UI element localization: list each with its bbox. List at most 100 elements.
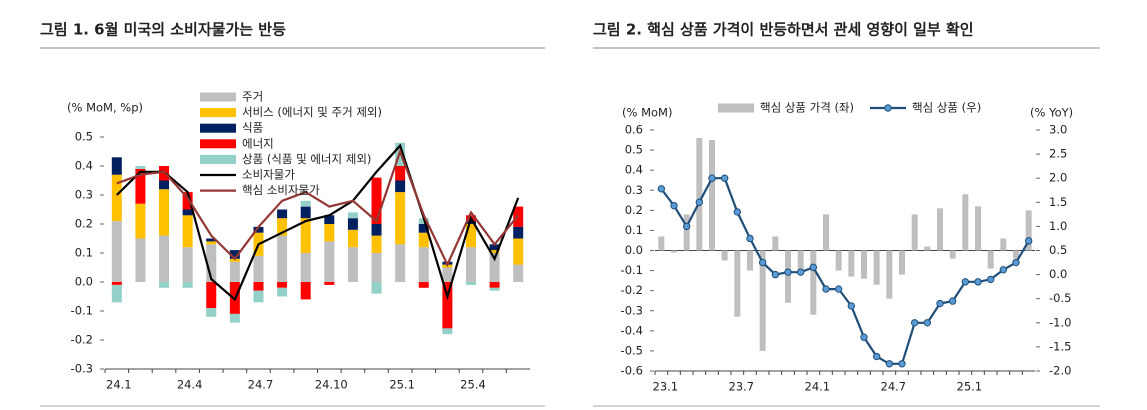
bar-segment: [975, 206, 981, 251]
line-marker: [746, 234, 754, 243]
bar-segment: [489, 282, 500, 288]
bar-segment: [347, 212, 358, 219]
bar-segment: [159, 282, 170, 288]
bar-segment: [371, 282, 382, 294]
bar-segment: [277, 235, 288, 282]
y-tick-label: 0.3: [75, 188, 93, 202]
line-marker: [885, 360, 894, 368]
bar-segment: [772, 236, 779, 251]
bar-segment: [277, 209, 288, 219]
y-tick-label: -0.1: [621, 263, 643, 277]
y2-axis-title: (% YoY): [1030, 106, 1073, 120]
bar-segment: [418, 232, 429, 248]
bar-segment: [300, 282, 311, 300]
bar-segment: [300, 218, 311, 253]
bar-segment: [759, 250, 766, 351]
bar-segment: [253, 282, 264, 291]
line-marker: [720, 174, 729, 182]
y-tick-label: 0.0: [75, 275, 93, 289]
bar-segment: [347, 218, 358, 230]
y-tick-label: 0.0: [625, 243, 643, 257]
series-line: [660, 177, 1030, 365]
line-marker: [1024, 237, 1033, 245]
bar-segment: [489, 244, 500, 251]
bar-segment: [229, 250, 240, 259]
bar-segment: [206, 282, 217, 309]
line-marker: [682, 222, 691, 231]
line-marker: [948, 297, 957, 305]
line-marker: [986, 275, 995, 284]
line-marker: [847, 302, 856, 310]
bar-segment: [229, 261, 240, 282]
legend-label: 핵심 소비자물가: [242, 183, 320, 197]
bar-segment: [182, 209, 193, 216]
bar-segment: [206, 238, 217, 242]
bar-segment: [962, 194, 969, 251]
bar-segment: [418, 224, 429, 233]
line-marker: [809, 263, 818, 272]
bar-segment: [442, 282, 453, 329]
y-tick-label: 0.5: [75, 130, 93, 144]
y-tick-label: -0.5: [621, 343, 643, 357]
bar-segment: [734, 250, 741, 317]
line-marker: [898, 360, 906, 368]
legend-label: 핵심 상품 가격 (좌): [760, 101, 854, 115]
bar-segment: [324, 282, 335, 285]
bar-segment: [135, 166, 146, 169]
bar-segment: [182, 247, 193, 282]
y-tick-label: 0.5: [625, 143, 643, 157]
bar-segment: [182, 192, 193, 210]
y-tick-label: 0.1: [625, 223, 643, 237]
bar-segment: [324, 224, 335, 242]
bar-segment: [395, 244, 406, 282]
bar-segment: [300, 200, 311, 207]
bar-segment: [253, 226, 264, 233]
bar-segment: [371, 253, 382, 282]
line-marker: [784, 268, 792, 276]
x-tick-label: 25.1: [389, 378, 415, 392]
x-tick-label: 25.1: [957, 380, 983, 394]
bar-segment: [823, 214, 829, 251]
bar-segment: [277, 218, 288, 236]
bar-segment: [465, 247, 476, 282]
y-tick-label: 0.2: [625, 203, 643, 217]
bar-segment: [111, 157, 122, 175]
y-tick-label: -0.6: [621, 364, 643, 378]
bar-segment: [861, 250, 867, 279]
bar-segment: [442, 328, 453, 335]
bar-segment: [513, 226, 524, 239]
bar-segment: [206, 244, 217, 282]
bar-segment: [182, 282, 193, 288]
bar-segment: [924, 246, 931, 251]
y2-tick-label: 2.0: [1049, 171, 1067, 185]
x-tick-label: 24.1: [106, 378, 132, 392]
y-tick-label: 0.3: [625, 183, 643, 197]
bar-segment: [747, 250, 753, 271]
legend-swatch: [200, 108, 236, 118]
chart-title: 그림 2. 핵심 상품 가격이 반등하면서 관세 영향이 일부 확인: [593, 21, 974, 39]
legend-label: 상품 (식품 및 에너지 제외): [242, 152, 371, 166]
bar-segment: [1025, 210, 1032, 251]
bar-segment: [658, 236, 665, 251]
legend-label: 에너지: [242, 136, 274, 150]
bar-segment: [797, 250, 804, 271]
bar-segment: [899, 250, 905, 275]
bar-segment: [418, 282, 429, 288]
line-marker: [961, 278, 970, 286]
legend-marker: [884, 104, 892, 112]
bar-segment: [253, 255, 264, 282]
line-marker: [860, 333, 868, 341]
y-tick-label: -0.4: [621, 323, 643, 337]
bar-segment: [395, 192, 406, 245]
bar-segment: [911, 214, 918, 251]
y-tick-label: -0.1: [71, 304, 93, 318]
bar-segment: [683, 214, 690, 251]
y2-tick-label: 2.5: [1049, 147, 1067, 161]
y-tick-label: -0.3: [71, 362, 93, 376]
bar-segment: [347, 247, 358, 282]
bar-segment: [371, 177, 382, 224]
bar-segment: [324, 215, 335, 224]
line-marker: [771, 270, 780, 279]
x-tick-label: 25.4: [460, 378, 486, 392]
